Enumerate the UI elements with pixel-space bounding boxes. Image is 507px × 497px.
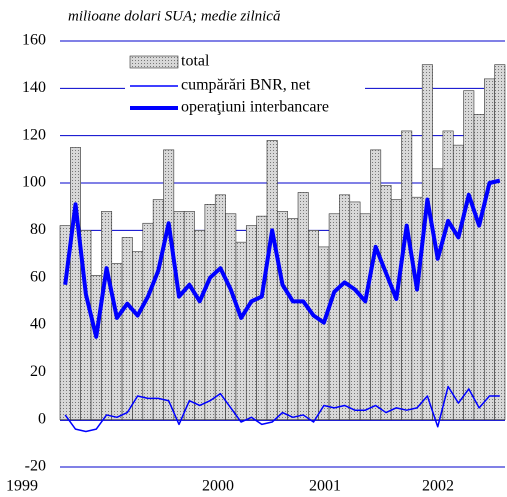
bar	[432, 168, 444, 420]
bar	[132, 251, 144, 420]
y-tick-label: -20	[25, 458, 46, 475]
y-tick-label: 160	[22, 32, 46, 49]
bar	[473, 114, 485, 420]
bar	[235, 241, 247, 420]
bar	[245, 225, 257, 420]
line	[63, 178, 501, 339]
y-tick-label: 140	[22, 79, 46, 96]
bar	[328, 213, 340, 420]
legend-swatch	[129, 55, 179, 69]
y-tick-label: 0	[38, 410, 46, 427]
y-tick-label: 80	[30, 221, 46, 238]
bar	[452, 144, 464, 420]
line	[64, 385, 500, 433]
y-tick-label: 100	[22, 174, 46, 191]
bar	[266, 140, 278, 420]
bar	[142, 222, 154, 420]
bar	[411, 196, 423, 420]
bar	[380, 185, 392, 420]
bar	[121, 237, 133, 420]
bar	[442, 130, 454, 420]
y-tick-label: 40	[30, 316, 46, 333]
bar	[287, 218, 299, 420]
bar	[152, 199, 164, 420]
y-tick-label: 20	[30, 363, 46, 380]
x-tick-label: 2002	[422, 478, 454, 495]
bar	[183, 211, 195, 420]
bar	[494, 64, 506, 420]
bar	[194, 230, 206, 420]
bar	[277, 211, 288, 420]
bar	[163, 149, 175, 420]
bar	[390, 199, 402, 420]
bar	[111, 263, 123, 420]
bar	[204, 204, 216, 420]
bar	[359, 213, 371, 420]
legend-label: operaţiuni interbancare	[181, 99, 329, 116]
bar	[101, 211, 113, 420]
bar	[173, 211, 185, 420]
bar	[339, 194, 351, 420]
subtitle: milioane dolari SUA; medie zilnică	[68, 8, 280, 24]
bar	[370, 149, 382, 420]
bar	[70, 147, 81, 420]
bar	[463, 90, 475, 420]
legend-label: total	[181, 53, 210, 70]
bar	[318, 246, 330, 420]
bar	[484, 78, 495, 420]
x-tick-label: 2000	[202, 478, 234, 495]
bar	[401, 130, 413, 420]
x-tick-label: 2001	[309, 478, 341, 495]
bar	[214, 194, 226, 420]
bar	[225, 213, 237, 420]
bar	[308, 230, 320, 420]
x-tick-label: 1999	[6, 478, 38, 495]
y-tick-label: 120	[22, 126, 46, 143]
bar	[349, 201, 361, 420]
bar	[256, 215, 268, 420]
y-tick-label: 60	[30, 268, 46, 285]
legend-label: cumpărări BNR, net	[181, 77, 311, 94]
bar	[90, 274, 102, 420]
